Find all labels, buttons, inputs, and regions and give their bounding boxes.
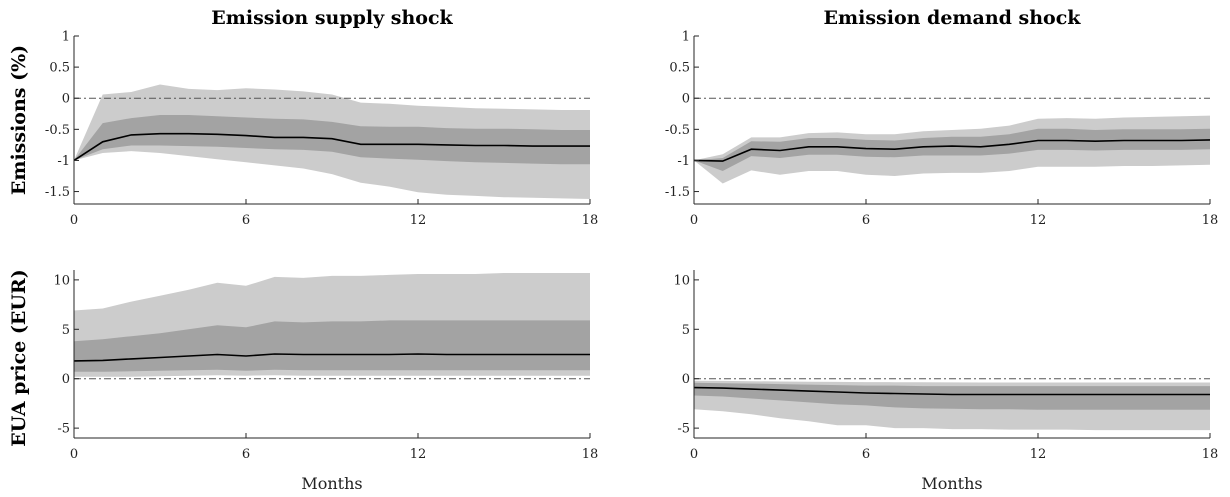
x-tick-label: 18 — [1202, 213, 1219, 228]
x-tick-label: 18 — [582, 447, 599, 462]
y-tick-label: 0 — [62, 92, 70, 107]
y-tick-label: -5 — [677, 422, 690, 437]
y-tick-label: -5 — [57, 422, 70, 437]
x-tick-label: 12 — [410, 447, 427, 462]
panel-demand-emissions: -1.5 -1 -0.5 0 0.5 1 0 6 12 18 — [665, 30, 1218, 229]
median-line — [73, 132, 590, 162]
median-line — [693, 139, 1211, 162]
y-tick-label: 0.5 — [49, 61, 70, 76]
x-tick-label: 6 — [242, 213, 250, 228]
row-label-emissions: Emissions (%) — [8, 45, 30, 195]
xlabel-left: Months — [301, 474, 362, 493]
y-tick-label: 0 — [682, 372, 690, 387]
y-tick-label: 10 — [53, 273, 70, 288]
x-tick-label: 12 — [1030, 447, 1047, 462]
x-tick-label: 12 — [410, 213, 427, 228]
x-tick-label: 6 — [862, 213, 870, 228]
band-68 — [74, 320, 590, 372]
band-68 — [74, 115, 590, 165]
y-tick-label: -0.5 — [45, 123, 70, 138]
y-tick-label: -0.5 — [665, 123, 690, 138]
x-tick-label: 0 — [70, 447, 78, 462]
band-68 — [694, 382, 1210, 410]
x-tick-label: 6 — [242, 447, 250, 462]
y-tick-label: 0 — [682, 92, 690, 107]
x-tick-label: 0 — [690, 213, 698, 228]
y-tick-label: -1 — [57, 154, 70, 169]
x-tick-label: 0 — [690, 447, 698, 462]
y-tick-label: -1.5 — [45, 185, 70, 200]
x-tick-label: 0 — [70, 213, 78, 228]
band-68 — [694, 128, 1210, 171]
col-title-supply: Emission supply shock — [211, 7, 453, 29]
x-tick-label: 18 — [1202, 447, 1219, 462]
y-tick-label: 5 — [62, 323, 70, 338]
x-tick-label: 6 — [862, 447, 870, 462]
y-tick-label: -1 — [677, 154, 690, 169]
x-tick-label: 18 — [582, 213, 599, 228]
y-tick-label: 1 — [682, 30, 690, 45]
col-title-demand: Emission demand shock — [824, 7, 1082, 29]
y-tick-label: 1 — [62, 30, 70, 45]
median-line — [73, 353, 590, 362]
y-tick-label: 0 — [62, 372, 70, 387]
xlabel-right: Months — [921, 474, 982, 493]
row-label-eua-price: EUA price (EUR) — [8, 269, 30, 446]
y-tick-label: 5 — [682, 323, 690, 338]
y-tick-label: -1.5 — [665, 185, 690, 200]
x-tick-label: 12 — [1030, 213, 1047, 228]
y-tick-label: 0.5 — [669, 61, 690, 76]
median-line — [693, 386, 1210, 396]
panel-supply-emissions: -1.5 -1 -0.5 0 0.5 1 0 6 12 18 — [45, 30, 598, 229]
y-tick-label: 10 — [673, 273, 690, 288]
